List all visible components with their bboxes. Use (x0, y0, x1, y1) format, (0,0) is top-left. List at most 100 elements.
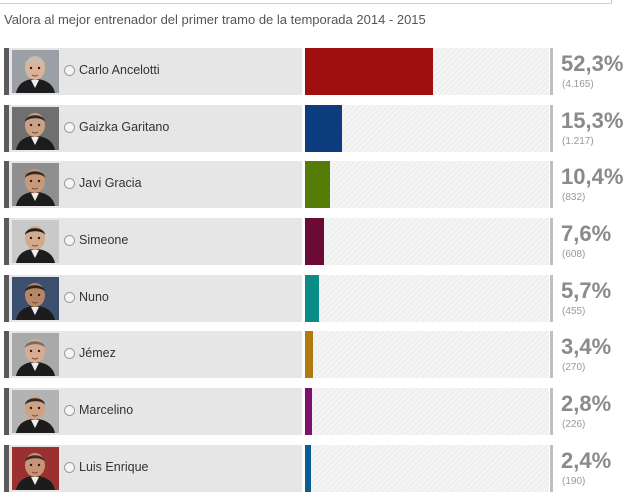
option-panel[interactable]: Marcelino (4, 388, 302, 436)
vote-radio[interactable] (64, 121, 75, 133)
poll-option-row[interactable]: Gaizka Garitano 15,3% (1.217) (4, 104, 630, 152)
coach-avatar (12, 276, 59, 320)
coach-name: Javi Gracia (79, 176, 142, 191)
coach-photo-icon (12, 106, 59, 150)
option-panel[interactable]: Simeone (4, 218, 302, 266)
poll-options: Carlo Ancelotti 52,3% (4.165) (4, 48, 630, 502)
option-panel[interactable]: Nuno (4, 274, 302, 322)
coach-name: Nuno (79, 289, 109, 304)
result-divider (550, 444, 553, 492)
result-bar-track (305, 444, 549, 492)
vote-radio[interactable] (64, 461, 75, 473)
result-bar-fill (305, 444, 311, 492)
top-border (0, 0, 612, 4)
result-votes: (190) (562, 475, 586, 487)
result-votes: (4.165) (562, 79, 594, 90)
poll-title: Valora al mejor entrenador del primer tr… (4, 12, 426, 27)
option-accent (4, 331, 9, 379)
result-votes: (455) (562, 305, 586, 317)
result-votes: (226) (562, 419, 586, 431)
top-border-corner (611, 0, 612, 4)
result-divider (550, 274, 553, 322)
option-panel[interactable]: Gaizka Garitano (4, 104, 302, 152)
result-bar-track (305, 48, 549, 95)
result-votes: (1.217) (562, 135, 594, 147)
result-bar-fill (305, 218, 324, 266)
result-divider (550, 388, 553, 436)
result-divider (550, 48, 553, 95)
coach-photo-icon (12, 446, 59, 490)
coach-name: Marcelino (79, 403, 134, 418)
result-percent: 10,4% (561, 164, 624, 190)
result-divider (550, 104, 553, 152)
result-percent: 2,4% (561, 447, 612, 473)
result-votes: (608) (562, 249, 586, 261)
poll-option-row[interactable]: Jémez 3,4% (270) (4, 331, 630, 379)
result-divider (550, 218, 553, 266)
result-bar-fill (305, 331, 313, 379)
option-accent (4, 444, 9, 492)
poll-option-row[interactable]: Marcelino 2,8% (226) (4, 388, 630, 436)
poll-option-row[interactable]: Luis Enrique 2,4% (190) (4, 444, 630, 492)
coach-name: Simeone (79, 233, 129, 248)
coach-photo-icon (12, 50, 59, 93)
coach-name: Gaizka Garitano (79, 119, 170, 134)
result-bar-fill (305, 274, 319, 322)
result-bar-fill (305, 48, 433, 95)
result-votes: (832) (562, 192, 586, 204)
vote-radio[interactable] (64, 65, 75, 76)
coach-name: Jémez (79, 346, 116, 361)
result-percent: 15,3% (561, 107, 624, 133)
option-panel[interactable]: Carlo Ancelotti (4, 48, 302, 95)
option-accent (4, 104, 9, 152)
result-percent: 3,4% (561, 334, 612, 360)
coach-avatar (12, 390, 59, 434)
coach-photo-icon (12, 163, 59, 207)
option-accent (4, 388, 9, 436)
result-bar-fill (305, 388, 312, 436)
result-bar-fill (305, 161, 330, 209)
result-bar-track (305, 331, 549, 379)
vote-radio[interactable] (64, 348, 75, 360)
result-divider (550, 161, 553, 209)
result-percent: 2,8% (561, 391, 612, 417)
option-accent (4, 218, 9, 266)
vote-radio[interactable] (64, 178, 75, 190)
result-percent: 7,6% (561, 221, 612, 247)
option-panel[interactable]: Jémez (4, 331, 302, 379)
option-accent (4, 274, 9, 322)
coach-avatar (12, 106, 59, 150)
coach-avatar (12, 163, 59, 207)
coach-avatar (12, 333, 59, 377)
coach-avatar (12, 50, 59, 93)
result-bar-track (305, 274, 549, 322)
poll-option-row[interactable]: Nuno 5,7% (455) (4, 274, 630, 322)
option-panel[interactable]: Luis Enrique (4, 444, 302, 492)
coach-photo-icon (12, 333, 59, 377)
result-divider (550, 331, 553, 379)
result-bar-track (305, 218, 549, 266)
result-bar-track (305, 104, 549, 152)
poll-option-row[interactable]: Javi Gracia 10,4% (832) (4, 161, 630, 209)
poll-option-row[interactable]: Simeone 7,6% (608) (4, 218, 630, 266)
result-votes: (270) (562, 362, 586, 374)
coach-photo-icon (12, 220, 59, 264)
result-bar-track (305, 388, 549, 436)
coach-name: Carlo Ancelotti (79, 63, 160, 77)
vote-radio[interactable] (64, 291, 75, 303)
vote-radio[interactable] (64, 235, 75, 247)
option-panel[interactable]: Javi Gracia (4, 161, 302, 209)
option-accent (4, 48, 9, 95)
option-accent (4, 161, 9, 209)
coach-name: Luis Enrique (79, 459, 149, 474)
result-bar-fill (305, 104, 342, 152)
result-percent: 52,3% (561, 51, 624, 76)
result-percent: 5,7% (561, 277, 612, 303)
poll-option-row[interactable]: Carlo Ancelotti 52,3% (4.165) (4, 48, 630, 95)
coach-photo-icon (12, 276, 59, 320)
vote-radio[interactable] (64, 405, 75, 417)
result-bar-track (305, 161, 549, 209)
coach-avatar (12, 446, 59, 490)
coach-photo-icon (12, 390, 59, 434)
coach-avatar (12, 220, 59, 264)
